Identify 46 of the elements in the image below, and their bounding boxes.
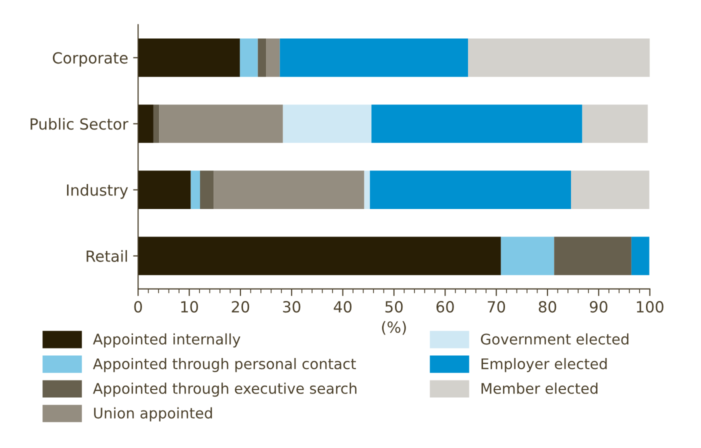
legend-label: Appointed through personal contact: [92, 358, 356, 372]
x-tick-label: 40: [334, 301, 352, 313]
y-tick-label: Corporate: [52, 52, 128, 67]
x-tick-label: 50: [385, 301, 403, 313]
bar: [631, 236, 650, 276]
bar: [370, 170, 572, 210]
x-tick-label: 90: [590, 301, 608, 313]
x-tick-label: 30: [283, 301, 300, 313]
bar: [138, 38, 240, 77]
bar: [266, 38, 280, 77]
y-tick-label: Retail: [86, 250, 127, 262]
legend-label: Member elected: [482, 382, 598, 394]
x-axis-title: (%): [382, 321, 406, 335]
bar: [468, 38, 650, 77]
bar: [153, 104, 160, 143]
bar: [364, 170, 370, 210]
x-tick-label: 80: [538, 301, 556, 313]
bar: [240, 38, 258, 77]
bar: [371, 104, 582, 143]
bar: [138, 236, 501, 276]
legend-label: Government elected: [480, 333, 628, 345]
legend-label: Appointed through executive search: [92, 382, 356, 397]
bar: [280, 38, 468, 77]
bar: [258, 38, 266, 77]
x-tick-label: 0: [134, 301, 142, 313]
y-tick-label: Industry: [67, 184, 128, 199]
bar: [190, 170, 200, 210]
x-tick-label: 60: [436, 301, 454, 313]
x-tick-label: 100: [636, 301, 664, 313]
x-tick-label: 70: [488, 301, 506, 313]
bar: [159, 104, 283, 143]
bar: [582, 104, 648, 143]
legend-label: Employer elected: [482, 358, 607, 372]
x-tick-label: 10: [181, 301, 198, 313]
bar: [571, 170, 650, 210]
legend-label: Appointed internally: [92, 333, 240, 348]
bar: [138, 104, 154, 143]
bar: [138, 170, 191, 210]
bar: [554, 236, 632, 276]
x-tick-label: 20: [232, 301, 250, 313]
legend-label: Union appointed: [94, 407, 212, 422]
bar: [500, 236, 554, 276]
bar: [214, 170, 364, 210]
bar: [200, 170, 214, 210]
bar: [282, 104, 372, 143]
y-tick-label: Public Sector: [30, 118, 128, 130]
